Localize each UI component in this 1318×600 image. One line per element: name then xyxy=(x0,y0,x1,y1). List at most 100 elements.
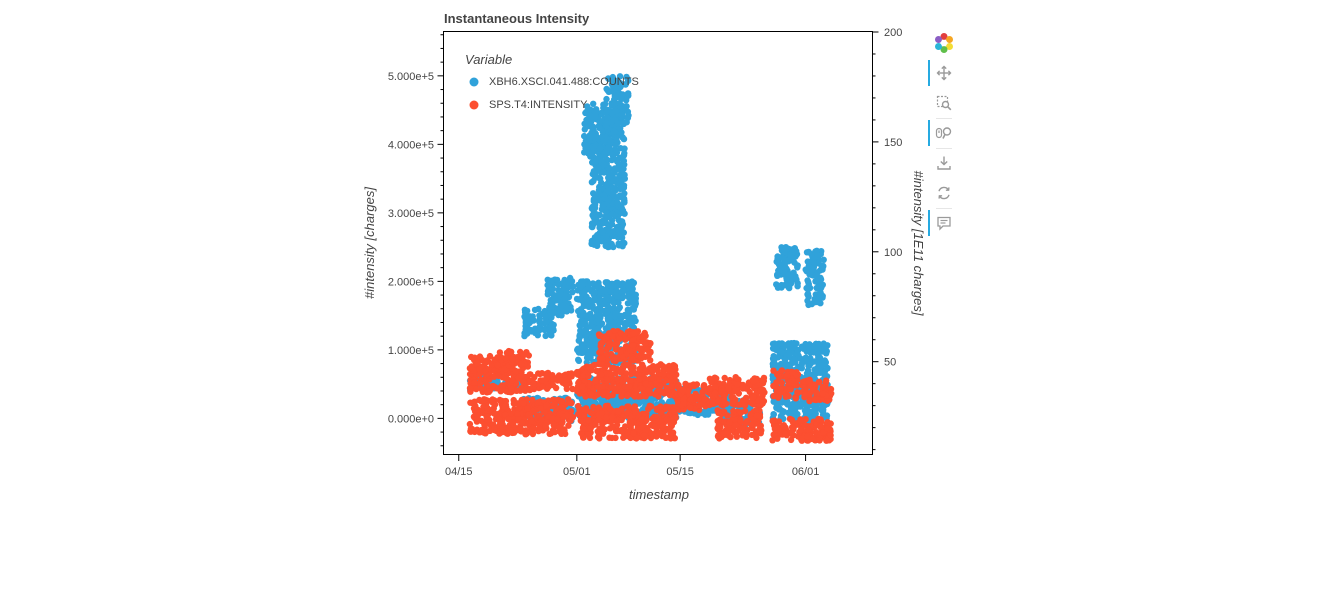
data-point xyxy=(585,417,592,424)
data-point xyxy=(739,385,746,392)
data-point xyxy=(741,402,749,409)
data-point xyxy=(581,288,588,295)
data-point xyxy=(575,402,582,410)
data-point xyxy=(702,403,709,410)
data-point xyxy=(526,313,533,320)
scatter-points xyxy=(466,73,835,444)
data-point xyxy=(623,370,630,377)
data-point xyxy=(629,330,637,337)
data-point xyxy=(594,433,602,441)
data-point xyxy=(520,400,527,407)
data-point xyxy=(579,281,587,288)
data-point xyxy=(688,382,695,389)
data-point xyxy=(502,375,510,382)
data-point xyxy=(802,390,809,397)
data-point xyxy=(520,351,527,358)
data-point xyxy=(558,302,566,309)
data-point xyxy=(750,393,757,401)
data-point xyxy=(595,331,603,338)
box-zoom-tool[interactable] xyxy=(928,88,960,119)
data-point xyxy=(622,336,629,343)
data-point xyxy=(561,291,569,299)
data-point xyxy=(613,137,620,144)
data-point xyxy=(514,400,522,407)
data-point xyxy=(515,415,522,422)
data-point xyxy=(631,314,638,321)
data-point xyxy=(713,375,720,382)
left-tick-label: 3.000e+5 xyxy=(388,208,434,220)
bokeh-logo-button[interactable] xyxy=(928,28,960,58)
data-point xyxy=(680,399,688,407)
data-point xyxy=(618,416,625,424)
hover-tool[interactable] xyxy=(928,208,960,238)
data-point xyxy=(772,382,779,389)
data-point xyxy=(652,380,659,387)
data-point xyxy=(574,387,581,395)
x-tick-label: 04/15 xyxy=(445,466,473,478)
data-point xyxy=(591,361,598,369)
data-point xyxy=(611,92,618,100)
data-point xyxy=(627,365,635,372)
data-point xyxy=(602,334,610,342)
right-y-axis-title: #intensity [1E11 charges] xyxy=(911,170,926,315)
data-point xyxy=(607,173,614,180)
data-point xyxy=(778,348,786,356)
save-tool[interactable] xyxy=(928,148,960,178)
data-point xyxy=(550,376,557,383)
data-point xyxy=(793,247,800,255)
data-point xyxy=(466,384,474,392)
data-point xyxy=(521,386,529,394)
right-tick-label: 50 xyxy=(884,357,896,369)
reset-tool[interactable] xyxy=(928,178,960,209)
data-point xyxy=(476,353,484,360)
data-point xyxy=(476,396,483,404)
data-point xyxy=(806,270,813,277)
data-point xyxy=(605,107,612,114)
data-point xyxy=(797,418,804,425)
data-point xyxy=(635,352,642,360)
data-point xyxy=(617,330,625,337)
data-point xyxy=(731,388,739,395)
data-point xyxy=(815,415,822,423)
data-point xyxy=(558,312,565,319)
data-point xyxy=(790,410,797,418)
left-tick-label: 2.000e+5 xyxy=(388,276,434,288)
data-point xyxy=(593,367,600,374)
data-point xyxy=(609,76,616,83)
data-point xyxy=(667,420,674,427)
data-point xyxy=(575,349,583,356)
data-point xyxy=(757,387,765,394)
data-point xyxy=(782,430,789,437)
data-point xyxy=(629,355,636,363)
data-point xyxy=(640,432,648,439)
data-point xyxy=(657,409,665,416)
wheel-zoom-tool[interactable] xyxy=(928,118,960,149)
data-point xyxy=(556,411,563,418)
data-point xyxy=(575,357,583,364)
data-point xyxy=(819,262,826,270)
data-point xyxy=(610,364,617,372)
data-point xyxy=(609,101,616,108)
data-point xyxy=(794,389,802,396)
data-point xyxy=(781,245,789,253)
data-point xyxy=(802,410,810,417)
series-intensity xyxy=(466,327,835,444)
data-point xyxy=(558,419,566,427)
hover-icon xyxy=(937,216,951,231)
data-point xyxy=(805,343,812,350)
data-point xyxy=(482,367,489,375)
data-point xyxy=(590,169,597,176)
data-point xyxy=(544,281,551,289)
data-point xyxy=(506,349,514,356)
data-point xyxy=(645,386,652,393)
data-point xyxy=(528,328,535,335)
data-point xyxy=(770,353,777,360)
data-point xyxy=(605,179,612,186)
data-point xyxy=(603,414,610,421)
data-point xyxy=(529,396,536,404)
pan-tool[interactable] xyxy=(928,58,960,88)
data-point xyxy=(530,380,537,387)
data-point xyxy=(657,403,664,410)
legend-title: Variable xyxy=(465,52,512,67)
data-point xyxy=(621,145,628,152)
